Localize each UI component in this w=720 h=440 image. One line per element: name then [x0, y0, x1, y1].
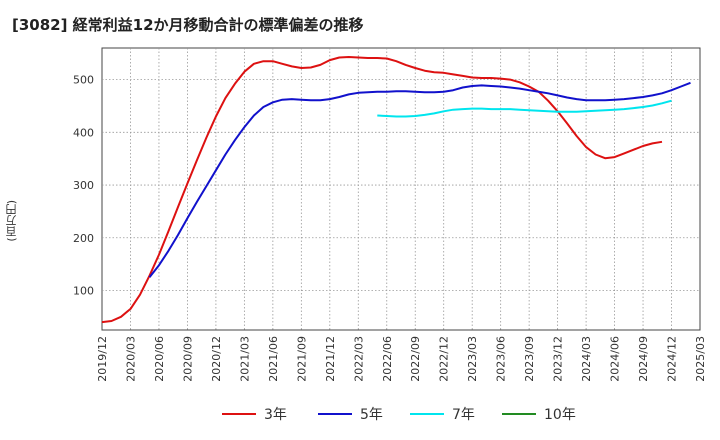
- x-tick-label: 2019/12: [96, 336, 109, 382]
- x-tick-label: 2021/09: [295, 336, 308, 382]
- x-tick-label: 2021/03: [238, 336, 251, 382]
- x-tick-label: 2023/09: [523, 336, 536, 382]
- x-tick-label: 2024/12: [666, 336, 679, 382]
- x-tick-label: 2024/09: [637, 336, 650, 382]
- x-tick-label: 2020/06: [153, 336, 166, 382]
- legend-label: 7年: [452, 407, 475, 423]
- x-tick-label: 2020/12: [210, 336, 223, 382]
- y-tick-label: 200: [73, 232, 94, 245]
- y-tick-label: 300: [73, 179, 94, 192]
- series-line-2: [148, 81, 691, 278]
- series-line-1: [101, 56, 663, 324]
- y-tick-label: 400: [73, 126, 94, 139]
- x-tick-label: 2022/09: [409, 336, 422, 382]
- legend-label: 3年: [264, 407, 287, 423]
- x-tick-label: 2023/06: [495, 336, 508, 382]
- series-line-3: [377, 99, 672, 118]
- chart-title: [3082] 経常利益12か月移動合計の標準偏差の推移: [12, 16, 364, 34]
- x-tick-label: 2023/03: [466, 336, 479, 382]
- x-tick-label: 2022/03: [352, 336, 365, 382]
- x-tick-label: 2020/09: [181, 336, 194, 382]
- x-tick-label: 2021/12: [324, 336, 337, 382]
- x-tick-label: 2024/06: [609, 336, 622, 382]
- x-tick-label: 2022/12: [438, 336, 451, 382]
- x-tick-label: 2020/03: [124, 336, 137, 382]
- x-tick-label: 2024/03: [580, 336, 593, 382]
- plot-area: [101, 47, 701, 331]
- legend-label: 10年: [544, 407, 576, 423]
- x-tick-label: 2021/06: [267, 336, 280, 382]
- x-tick-label: 2025/03: [694, 336, 707, 382]
- y-tick-label: 100: [73, 284, 94, 297]
- legend-label: 5年: [360, 407, 383, 423]
- y-tick-label: 500: [73, 74, 94, 87]
- x-tick-label: 2022/06: [381, 336, 394, 382]
- x-tick-label: 2023/12: [552, 336, 565, 382]
